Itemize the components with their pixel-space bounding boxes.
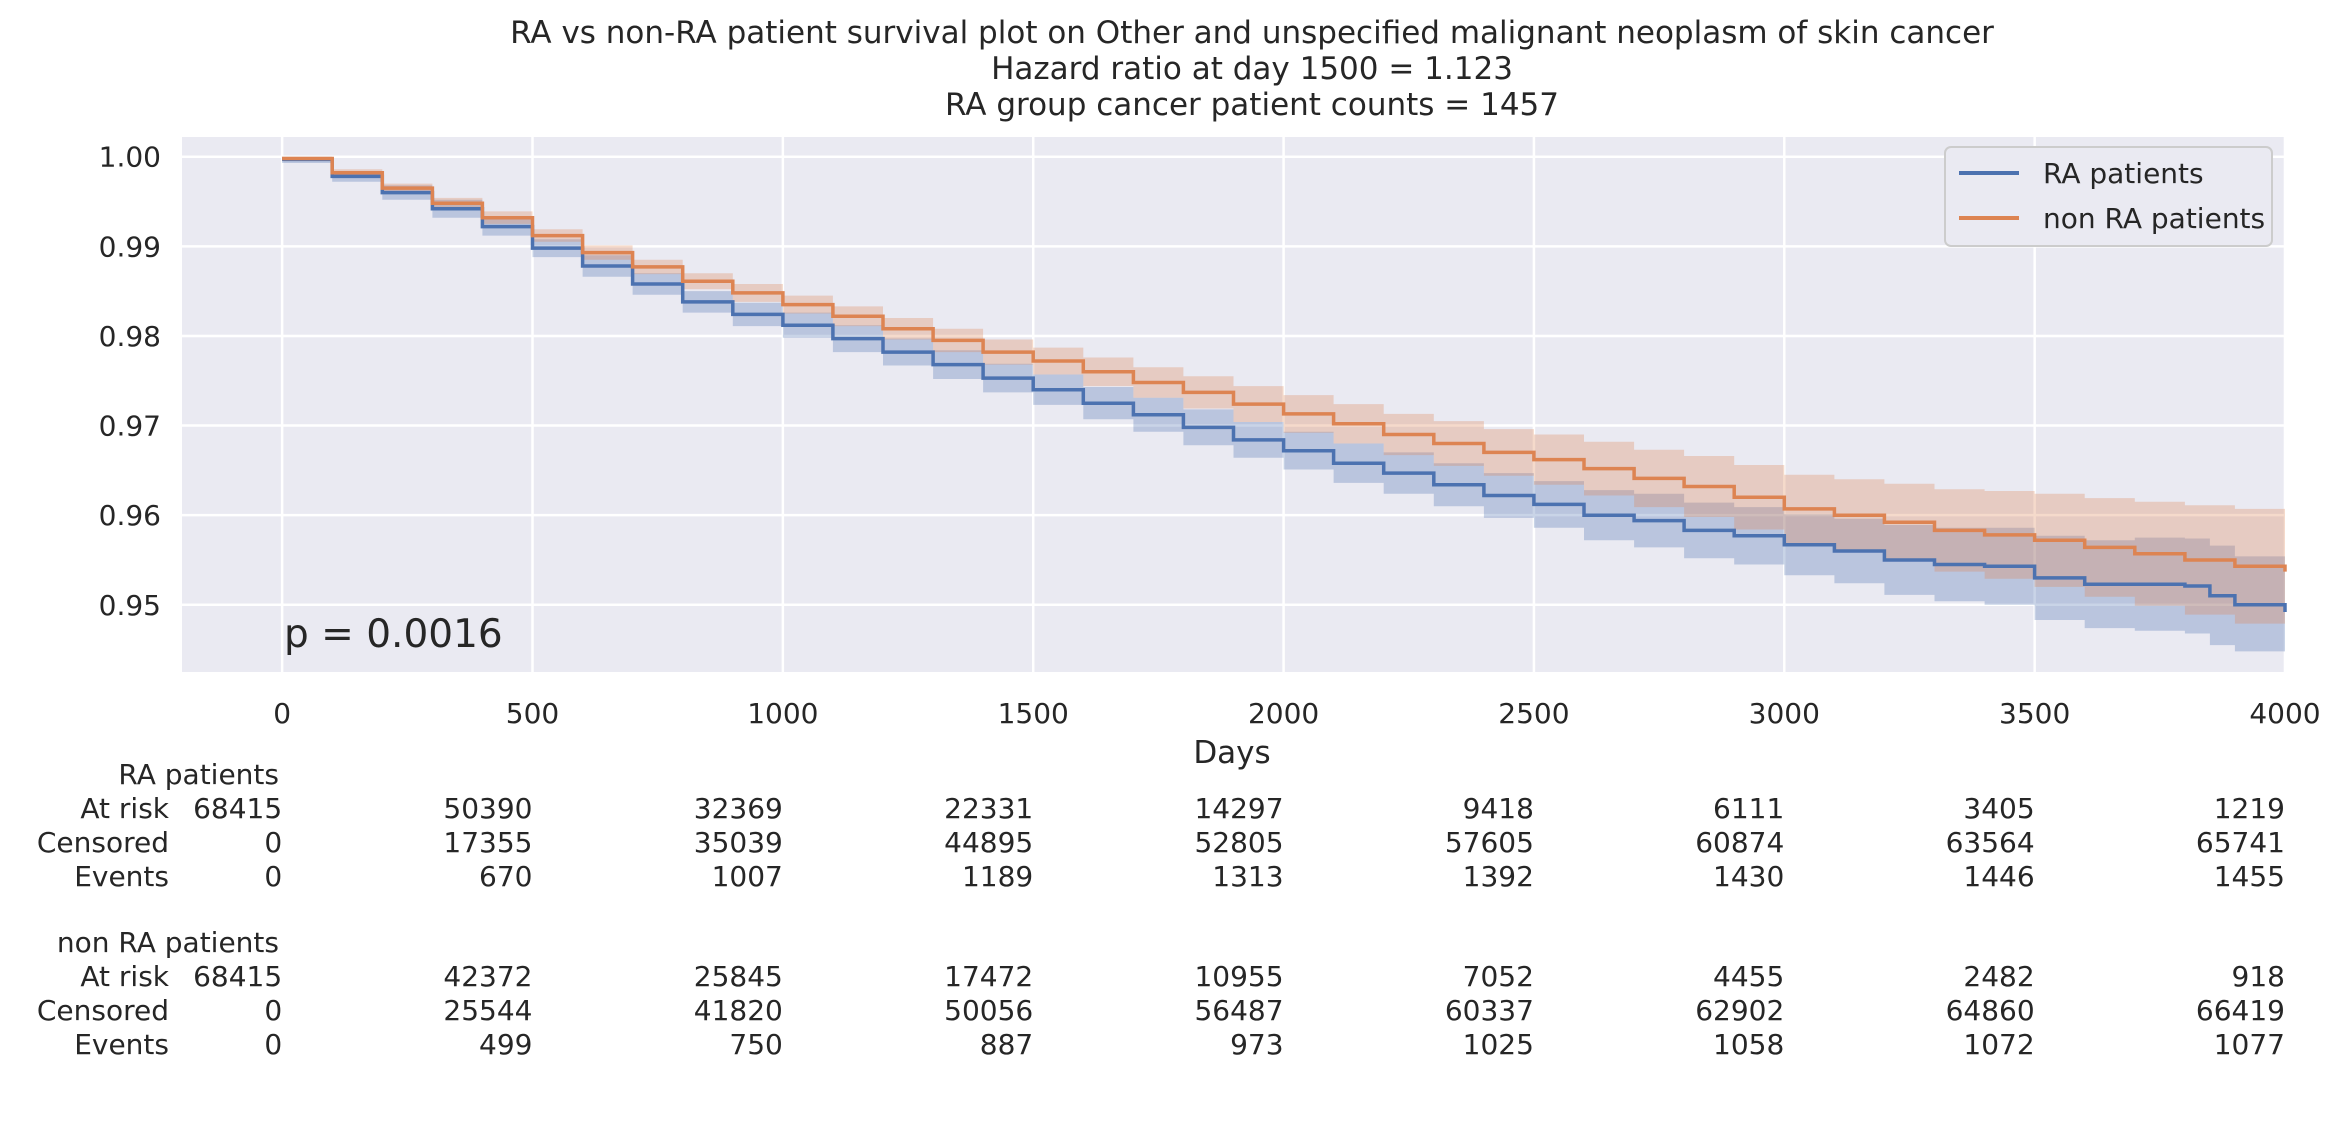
risk-table-cell: 25845: [694, 960, 783, 993]
risk-table-cell: 1189: [962, 860, 1033, 893]
y-tick-label: 1.00: [99, 141, 161, 174]
risk-table-cell: 750: [729, 1028, 782, 1061]
x-tick-label: 1000: [747, 697, 818, 730]
risk-table-cell: 499: [479, 1028, 532, 1061]
risk-table-cell: 64860: [1946, 994, 2035, 1027]
risk-table-cell: 887: [980, 1028, 1033, 1061]
survival-lines: [282, 156, 2287, 612]
title-line-3: RA group cancer patient counts = 1457: [945, 87, 1559, 123]
survival-line-series-1: [282, 156, 2287, 572]
risk-table-cell: 918: [2232, 960, 2285, 993]
risk-table-cell: 56487: [1194, 994, 1283, 1027]
risk-table-cell: 66419: [2196, 994, 2285, 1027]
risk-row-label: Censored: [37, 994, 169, 1027]
risk-table-cell: 0: [264, 860, 282, 893]
risk-row-label: Events: [74, 860, 169, 893]
risk-table-cell: 1219: [2214, 792, 2285, 825]
risk-table-cell: 6111: [1713, 792, 1784, 825]
x-tick-label: 0: [273, 697, 291, 730]
survival-line-series-0: [282, 157, 2287, 612]
risk-table-cell: 68415: [193, 960, 282, 993]
y-tick-label: 0.99: [99, 230, 161, 263]
risk-table-cell: 1430: [1713, 860, 1784, 893]
risk-table-cell: 3405: [1963, 792, 2034, 825]
risk-row-label: At risk: [80, 960, 169, 993]
risk-row-label: Censored: [37, 826, 169, 859]
ci-band-series-0: [282, 156, 2286, 655]
risk-table-cell: 1455: [2214, 860, 2285, 893]
risk-table-cell: 52805: [1194, 826, 1283, 859]
risk-table-cell: 10955: [1194, 960, 1283, 993]
risk-table-cell: 7052: [1463, 960, 1534, 993]
risk-table-cell: 17472: [944, 960, 1033, 993]
chart-title: RA vs non-RA patient survival plot on Ot…: [510, 15, 1994, 123]
x-tick-label: 2000: [1248, 697, 1319, 730]
x-tick-label: 1500: [998, 697, 1069, 730]
risk-table-cell: 0: [264, 1028, 282, 1061]
axis-ticks: 0 500 1000 1500 2000 2500 3000 3500 4000 1.00 0.99…: [99, 141, 2321, 730]
title-line-2: Hazard ratio at day 1500 = 1.123: [991, 51, 1513, 87]
risk-table-cell: 973: [1230, 1028, 1283, 1061]
risk-row-label: Events: [74, 1028, 169, 1061]
p-value-annotation: p = 0.0016: [284, 612, 503, 657]
title-line-1: RA vs non-RA patient survival plot on Ot…: [510, 15, 1994, 51]
risk-table-cell: 0: [264, 994, 282, 1027]
x-tick-label: 500: [506, 697, 559, 730]
y-tick-label: 0.95: [99, 589, 161, 622]
risk-table-cell: 35039: [694, 826, 783, 859]
x-tick-label: 4000: [2249, 697, 2320, 730]
confidence-bands: [282, 156, 2286, 655]
risk-table-cell: 1313: [1212, 860, 1283, 893]
risk-table-cell: 670: [479, 860, 532, 893]
risk-group-header: RA patients: [118, 758, 279, 791]
y-tick-label: 0.97: [99, 410, 161, 443]
risk-table-cell: 25544: [443, 994, 532, 1027]
legend-label-non-ra: non RA patients: [2043, 202, 2265, 235]
risk-table-cell: 1392: [1463, 860, 1534, 893]
risk-table-cell: 44895: [944, 826, 1033, 859]
legend-label-ra: RA patients: [2043, 157, 2204, 190]
risk-table-cell: 0: [264, 826, 282, 859]
risk-group-header: non RA patients: [57, 926, 279, 959]
risk-table-cell: 2482: [1963, 960, 2034, 993]
y-tick-label: 0.96: [99, 499, 161, 532]
ci-band-series-1: [282, 156, 2286, 633]
risk-table-cell: 50390: [443, 792, 532, 825]
x-axis-label: Days: [1193, 735, 1270, 771]
x-tick-label: 3000: [1749, 697, 1820, 730]
x-tick-label: 3500: [1999, 697, 2070, 730]
risk-table-cell: 1007: [712, 860, 783, 893]
risk-table-cell: 1025: [1463, 1028, 1534, 1061]
risk-table-cell: 50056: [944, 994, 1033, 1027]
risk-table-cell: 32369: [694, 792, 783, 825]
y-tick-label: 0.98: [99, 320, 161, 353]
risk-table-cell: 63564: [1946, 826, 2035, 859]
risk-table-cell: 60874: [1695, 826, 1784, 859]
risk-table-cell: 4455: [1713, 960, 1784, 993]
risk-row-label: At risk: [80, 792, 169, 825]
risk-table-cell: 14297: [1194, 792, 1283, 825]
risk-table-cell: 1446: [1963, 860, 2034, 893]
risk-table-cell: 9418: [1463, 792, 1534, 825]
risk-table-cell: 62902: [1695, 994, 1784, 1027]
risk-table-cell: 65741: [2196, 826, 2285, 859]
risk-table-cell: 17355: [443, 826, 532, 859]
x-tick-label: 2500: [1498, 697, 1569, 730]
risk-table-cell: 42372: [443, 960, 532, 993]
risk-table-cell: 1077: [2214, 1028, 2285, 1061]
risk-table-cell: 57605: [1445, 826, 1534, 859]
risk-table-cell: 1072: [1963, 1028, 2034, 1061]
risk-table-cell: 22331: [944, 792, 1033, 825]
legend: RA patients non RA patients: [1944, 146, 2273, 247]
risk-table-cell: 41820: [694, 994, 783, 1027]
risk-table-cell: 60337: [1445, 994, 1534, 1027]
risk-table-cell: 68415: [193, 792, 282, 825]
risk-table-cell: 1058: [1713, 1028, 1784, 1061]
legend-box: [1944, 146, 2273, 247]
